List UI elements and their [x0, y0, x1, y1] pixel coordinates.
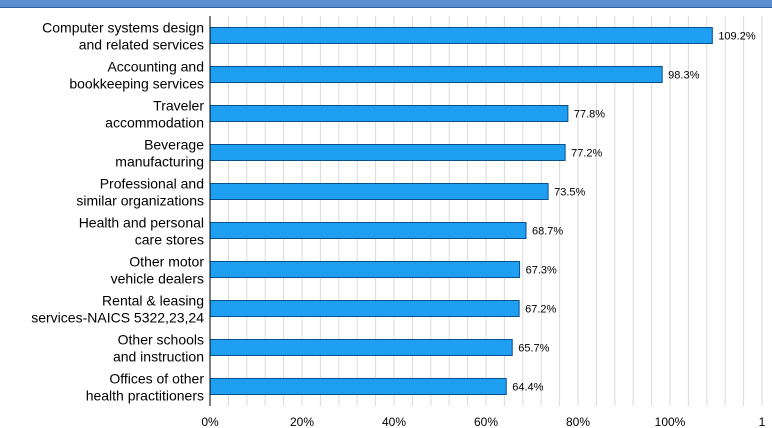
data-label: 68.7% — [532, 226, 563, 238]
bar — [209, 261, 521, 278]
category-label-line: Rental & leasing — [102, 293, 204, 309]
category-label: Rental & leasing services-NAICS 5322,23,2… — [31, 293, 204, 326]
data-label: 109.2% — [718, 31, 756, 43]
category-label-line: Other motor — [129, 254, 204, 270]
data-label: 67.2% — [525, 304, 556, 316]
category-label-line: similar organizations — [76, 193, 204, 209]
data-label: 77.8% — [574, 109, 605, 121]
category-label-line: care stores — [135, 232, 204, 248]
bar — [209, 105, 569, 122]
category-label-line: Professional and — [100, 176, 204, 192]
data-label: 73.5% — [554, 187, 585, 199]
category-label: Computer systems design and related servi… — [42, 20, 204, 53]
category-label-line: vehicle dealers — [111, 271, 204, 287]
data-label: 67.3% — [526, 265, 557, 277]
bar — [209, 378, 507, 395]
category-label: Beverage manufacturing — [115, 137, 204, 170]
x-tick-labels: 0% 20% 40% 60% 80% 100% 1 — [201, 415, 765, 428]
category-label-line: Beverage — [144, 137, 204, 153]
value-labels: 109.2% 98.3% 77.8% 77.2% 73.5% 68.7% 67.3% 67.2… — [512, 31, 756, 394]
bar — [209, 27, 713, 44]
category-label-line: services-NAICS 5322,23,24 — [31, 310, 204, 326]
category-label-line: bookkeeping services — [69, 76, 204, 92]
category-label-line: and related services — [79, 37, 204, 53]
category-label-line: Offices of other — [109, 371, 204, 387]
category-label-line: Computer systems design — [42, 20, 204, 36]
bar — [209, 183, 549, 200]
category-label: Traveler accommodation — [105, 98, 204, 131]
category-label-line: accommodation — [105, 115, 204, 131]
bars — [209, 27, 713, 395]
category-label: Offices of other health practitioners — [86, 371, 205, 404]
category-label-line: Other schools — [118, 332, 204, 348]
category-labels: Computer systems design and related servi… — [31, 20, 204, 404]
x-tick-label: 80% — [566, 415, 590, 428]
x-tick-label: 20% — [290, 415, 314, 428]
category-label-line: Accounting and — [107, 59, 204, 75]
data-label: 65.7% — [518, 343, 549, 355]
category-label-line: manufacturing — [115, 154, 204, 170]
category-label-line: health practitioners — [86, 388, 204, 404]
category-label: Professional and similar organizations — [76, 176, 204, 209]
bar — [209, 144, 566, 161]
top-banner — [0, 0, 772, 8]
x-tick-label: 0% — [201, 415, 219, 428]
x-tick-label: 1 — [759, 415, 766, 428]
category-label-line: Traveler — [153, 98, 204, 114]
x-tick-label: 60% — [474, 415, 498, 428]
category-label: Other schools and instruction — [113, 332, 204, 365]
bar — [209, 339, 513, 356]
category-label: Other motor vehicle dealers — [111, 254, 205, 287]
category-label-line: and instruction — [113, 349, 204, 365]
x-tick-label: 100% — [655, 415, 686, 428]
category-label-line: Health and personal — [79, 215, 204, 231]
bar — [209, 300, 520, 317]
data-label: 98.3% — [668, 70, 699, 82]
bar — [209, 222, 527, 239]
data-label: 64.4% — [512, 382, 543, 394]
category-label: Health and personal care stores — [79, 215, 204, 248]
x-tick-label: 40% — [382, 415, 406, 428]
category-label: Accounting and bookkeeping services — [69, 59, 204, 92]
data-label: 77.2% — [571, 148, 602, 160]
bar — [209, 66, 663, 83]
